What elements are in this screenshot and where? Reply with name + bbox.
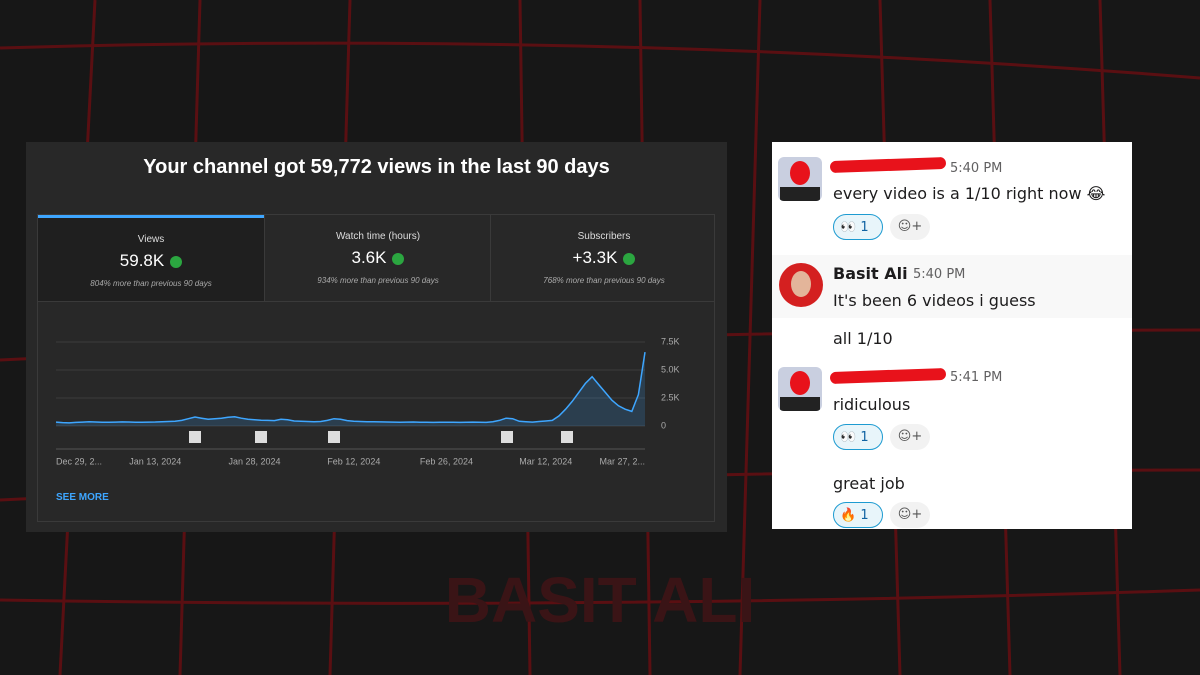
y-tick-label: 5.0K bbox=[661, 364, 680, 374]
reaction[interactable]: 👀 1 bbox=[833, 214, 883, 240]
x-tick-label: Feb 26, 2024 bbox=[420, 456, 473, 466]
video-markers bbox=[189, 431, 573, 443]
tab-note: 768% more than previous 90 days bbox=[543, 276, 665, 285]
add-reaction[interactable]: ☺+ bbox=[890, 502, 930, 528]
time: 5:40 PM bbox=[950, 161, 1003, 176]
up-icon bbox=[392, 252, 405, 265]
line bbox=[55, 351, 646, 424]
avatar bbox=[779, 263, 823, 307]
message: great job bbox=[833, 474, 905, 493]
analytics-panel: Your channel got 59,772 views in the las… bbox=[26, 142, 727, 532]
reaction-emoji: 👀 bbox=[840, 430, 857, 445]
analytics-card: Views 59.8K 804% more than previous 90 d… bbox=[37, 214, 715, 522]
redacted-name bbox=[829, 156, 947, 174]
reaction[interactable]: 🔥 1 bbox=[833, 502, 883, 528]
message: ridiculous bbox=[833, 395, 911, 414]
avatar bbox=[778, 367, 822, 411]
highlight bbox=[772, 255, 1132, 318]
reaction[interactable]: 👀 1 bbox=[833, 424, 883, 450]
redacted-name bbox=[829, 367, 947, 385]
area bbox=[56, 352, 645, 426]
tab-value: 3.6K bbox=[351, 248, 387, 267]
x-tick-label: Feb 12, 2024 bbox=[327, 456, 380, 466]
analytics-title: Your channel got 59,772 views in the las… bbox=[143, 156, 610, 178]
message: all 1/10 bbox=[833, 329, 893, 348]
message: every video is a 1/10 right now 😂 bbox=[833, 184, 1106, 203]
tab[interactable]: Views 59.8K 804% more than previous 90 d… bbox=[38, 215, 264, 301]
tab[interactable]: Watch time (hours) 3.6K 934% more than p… bbox=[264, 215, 491, 301]
tab-value: +3.3K bbox=[572, 248, 618, 267]
y-tick-label: 0 bbox=[661, 420, 666, 430]
x-tick-label: Jan 13, 2024 bbox=[129, 456, 181, 466]
reaction-count: 1 bbox=[860, 430, 869, 445]
add-reaction[interactable]: ☺+ bbox=[890, 424, 930, 450]
author: Basit Ali bbox=[833, 264, 908, 283]
message: It's been 6 videos i guess bbox=[833, 291, 1036, 310]
tab-label: Views bbox=[137, 234, 165, 245]
avatar bbox=[778, 157, 822, 201]
tab[interactable]: Subscribers +3.3K 768% more than previou… bbox=[490, 215, 717, 301]
reaction-count: 1 bbox=[860, 220, 869, 235]
x-tick-label: Dec 29, 2... bbox=[56, 456, 102, 466]
up-icon bbox=[623, 252, 636, 265]
up-icon bbox=[170, 255, 183, 268]
chat-panel: 5:40 PM every video is a 1/10 right now … bbox=[772, 142, 1132, 529]
time: 5:41 PM bbox=[950, 370, 1003, 385]
tab-row: Views 59.8K 804% more than previous 90 d… bbox=[38, 215, 714, 302]
tab-label: Watch time (hours) bbox=[335, 231, 421, 242]
watermark: BASIT ALI bbox=[445, 564, 756, 636]
reaction-emoji: 🔥 bbox=[840, 508, 857, 523]
reaction-emoji: 👀 bbox=[840, 220, 857, 235]
see-more[interactable]: SEE MORE bbox=[56, 492, 109, 503]
x-tick-label: Mar 12, 2024 bbox=[519, 456, 572, 466]
reaction-count: 1 bbox=[860, 508, 869, 523]
tab-note: 804% more than previous 90 days bbox=[90, 279, 212, 288]
x-tick-label: Jan 28, 2024 bbox=[229, 456, 281, 466]
x-tick-label: Mar 27, 2... bbox=[599, 456, 645, 466]
tab-note: 934% more than previous 90 days bbox=[317, 276, 439, 285]
y-tick-label: 2.5K bbox=[661, 392, 680, 402]
tab-value: 59.8K bbox=[119, 251, 165, 270]
add-reaction[interactable]: ☺+ bbox=[890, 214, 930, 240]
time: 5:40 PM bbox=[913, 267, 966, 282]
tab-label: Subscribers bbox=[577, 231, 631, 242]
y-tick-label: 7.5K bbox=[661, 336, 680, 346]
